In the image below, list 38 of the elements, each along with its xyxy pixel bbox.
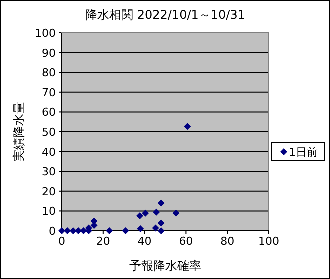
point	[152, 224, 160, 232]
point	[122, 228, 130, 234]
point	[158, 228, 165, 234]
y-tick-label: 90	[42, 46, 56, 60]
y-tick-label: 30	[42, 166, 56, 179]
point	[158, 220, 165, 227]
point	[142, 210, 150, 217]
point	[184, 123, 192, 130]
point	[106, 228, 114, 234]
legend-label: 1日前	[289, 146, 318, 159]
y-tick-label: 20	[42, 185, 56, 198]
x-tick-label: 0	[58, 235, 66, 248]
x-tick-label: 20	[96, 235, 110, 248]
y-tick-label: 70	[42, 86, 56, 100]
y-tick-label: 0	[49, 225, 56, 238]
point	[158, 200, 165, 207]
x-tick-label: 60	[179, 235, 194, 248]
point	[137, 226, 144, 233]
y-tick-label: 40	[42, 146, 56, 159]
x-axis-title: 予報降水確率	[130, 259, 202, 273]
y-tick-label: 50	[42, 126, 56, 139]
point	[80, 228, 88, 234]
x-tick-label: 40	[138, 235, 152, 248]
point	[172, 210, 180, 217]
point	[153, 208, 160, 216]
point	[64, 228, 72, 234]
x-tick-label: 80	[220, 235, 235, 248]
y-axis-title: 実績降水量	[12, 102, 26, 162]
x-tick-label: 100	[258, 235, 280, 248]
point	[58, 228, 66, 234]
chart-title: 降水相関 2022/10/1～10/31	[86, 8, 246, 22]
y-tick-label: 100	[35, 27, 56, 40]
y-tick-label: 60	[42, 106, 56, 120]
point	[75, 228, 82, 234]
point	[136, 212, 144, 220]
point	[70, 228, 77, 234]
y-tick-label: 80	[42, 66, 56, 80]
y-tick-label: 10	[42, 205, 56, 218]
